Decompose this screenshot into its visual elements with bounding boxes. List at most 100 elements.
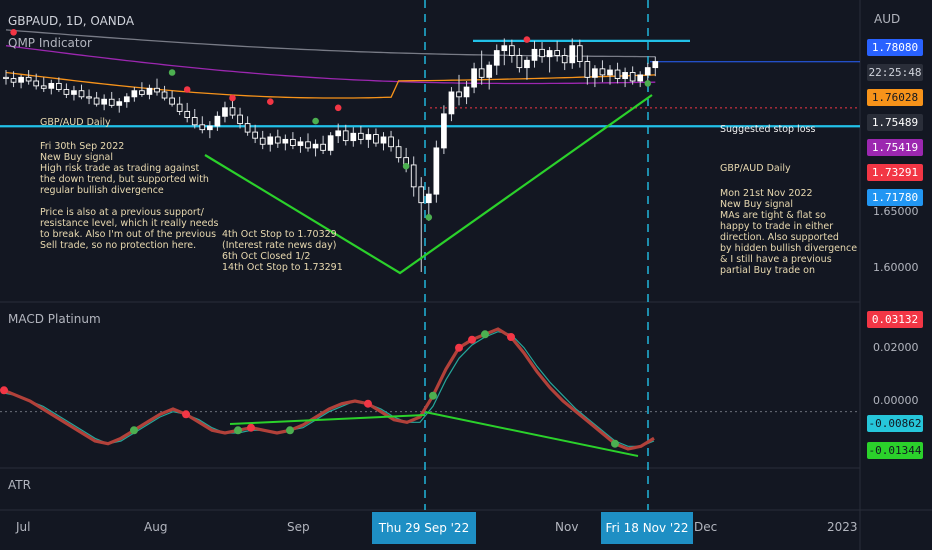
- candle: [501, 45, 508, 52]
- candle: [199, 124, 206, 131]
- candle: [131, 90, 138, 98]
- candle: [252, 131, 259, 139]
- x-axis-label: 2023: [827, 520, 858, 534]
- candle: [222, 107, 228, 117]
- price-tag: 1.78080: [867, 39, 923, 56]
- price-axis-label: 1.60000: [873, 261, 919, 274]
- candle: [146, 87, 153, 95]
- candle: [184, 110, 191, 118]
- macd-buy-dot: [611, 439, 619, 448]
- macd-buy-dot: [429, 391, 437, 400]
- candle: [629, 72, 636, 82]
- candle: [456, 91, 462, 98]
- candle: [652, 61, 659, 69]
- candle: [546, 50, 553, 58]
- candle: [614, 69, 621, 80]
- sell-signal-dot: [10, 29, 17, 36]
- sell-signal-dot: [523, 36, 531, 43]
- candle: [388, 136, 394, 148]
- note-right-body: Mon 21st Nov 2022 New Buy signal MAs are…: [720, 188, 858, 276]
- candle: [592, 68, 598, 78]
- candle: [433, 147, 440, 195]
- candle: [425, 193, 432, 204]
- moving-average-line: [5, 71, 656, 99]
- macd-tag: -0.00862: [867, 415, 923, 432]
- x-axis-label: Dec: [694, 520, 718, 534]
- price-tag: 22:25:48: [867, 64, 923, 81]
- candle: [395, 146, 402, 159]
- candle: [607, 69, 613, 76]
- macd-sell-dot: [455, 343, 463, 352]
- candle: [320, 143, 326, 151]
- macd-tag: -0.01344: [867, 442, 923, 459]
- candle: [554, 50, 561, 56]
- candle: [116, 101, 123, 106]
- candle: [267, 136, 274, 145]
- price-axis-label: 1.65000: [873, 205, 919, 218]
- candle: [139, 90, 145, 95]
- candle: [471, 68, 477, 88]
- symbol-title: GBPAUD, 1D, OANDA: [8, 14, 135, 28]
- macd-buy-dot: [286, 426, 294, 435]
- candle: [56, 82, 62, 90]
- candle: [123, 96, 130, 103]
- candle: [10, 78, 17, 83]
- macd-buy-dot: [234, 426, 242, 435]
- candle: [93, 97, 100, 105]
- candle: [478, 68, 485, 78]
- buy-signal-dot: [425, 214, 433, 221]
- candle: [380, 136, 387, 144]
- candle: [259, 137, 266, 145]
- candle: [191, 117, 198, 126]
- price-tag: 1.75419: [867, 139, 923, 156]
- candle: [342, 130, 349, 142]
- x-axis-label: Sep: [287, 520, 310, 534]
- candle: [644, 67, 651, 76]
- candle: [25, 76, 32, 82]
- x-axis-label: Jul: [16, 520, 31, 534]
- candle: [206, 125, 213, 131]
- candle: [244, 123, 251, 133]
- candle: [441, 113, 447, 149]
- macd-axis-label: 0.02000: [873, 341, 919, 354]
- price-tag: 1.76028: [867, 89, 923, 106]
- candle: [48, 82, 55, 89]
- candle: [237, 114, 243, 125]
- candle: [463, 86, 470, 98]
- candle: [493, 50, 500, 66]
- candle: [18, 76, 24, 83]
- candle: [584, 61, 591, 78]
- candle: [637, 74, 644, 82]
- candle: [622, 72, 628, 80]
- trend-line: [204, 94, 653, 275]
- x-axis-highlight: Thu 29 Sep '22: [372, 512, 476, 544]
- candle: [524, 59, 530, 69]
- x-axis-label: Aug: [144, 520, 168, 534]
- candle: [539, 48, 545, 58]
- candle: [101, 98, 108, 105]
- indicator-title: QMP Indicator: [8, 36, 92, 50]
- candle: [282, 138, 289, 144]
- note-middle: 4th Oct Stop to 1.70329 (Interest rate n…: [222, 229, 343, 273]
- candle: [576, 45, 583, 62]
- sell-signal-dot: [334, 104, 342, 112]
- buy-signal-dot: [168, 69, 176, 76]
- buy-signal-dot: [644, 80, 652, 87]
- candle: [78, 90, 85, 98]
- note-left-title: GBP/AUD Daily: [40, 117, 111, 128]
- divergence-line: [229, 414, 426, 425]
- sell-signal-dot: [267, 98, 274, 105]
- macd-sell-dot: [507, 333, 515, 341]
- buy-signal-dot: [402, 162, 410, 170]
- candle: [312, 143, 319, 149]
- macd-sell-dot: [247, 423, 255, 432]
- candle: [531, 48, 538, 61]
- candle: [305, 141, 311, 149]
- candle: [154, 87, 160, 93]
- candle: [418, 186, 425, 204]
- candle: [373, 134, 379, 144]
- macd-axis-label: 0.00000: [873, 394, 919, 407]
- candle: [40, 85, 47, 89]
- candle: [108, 98, 115, 106]
- buy-signal-dot: [312, 117, 319, 125]
